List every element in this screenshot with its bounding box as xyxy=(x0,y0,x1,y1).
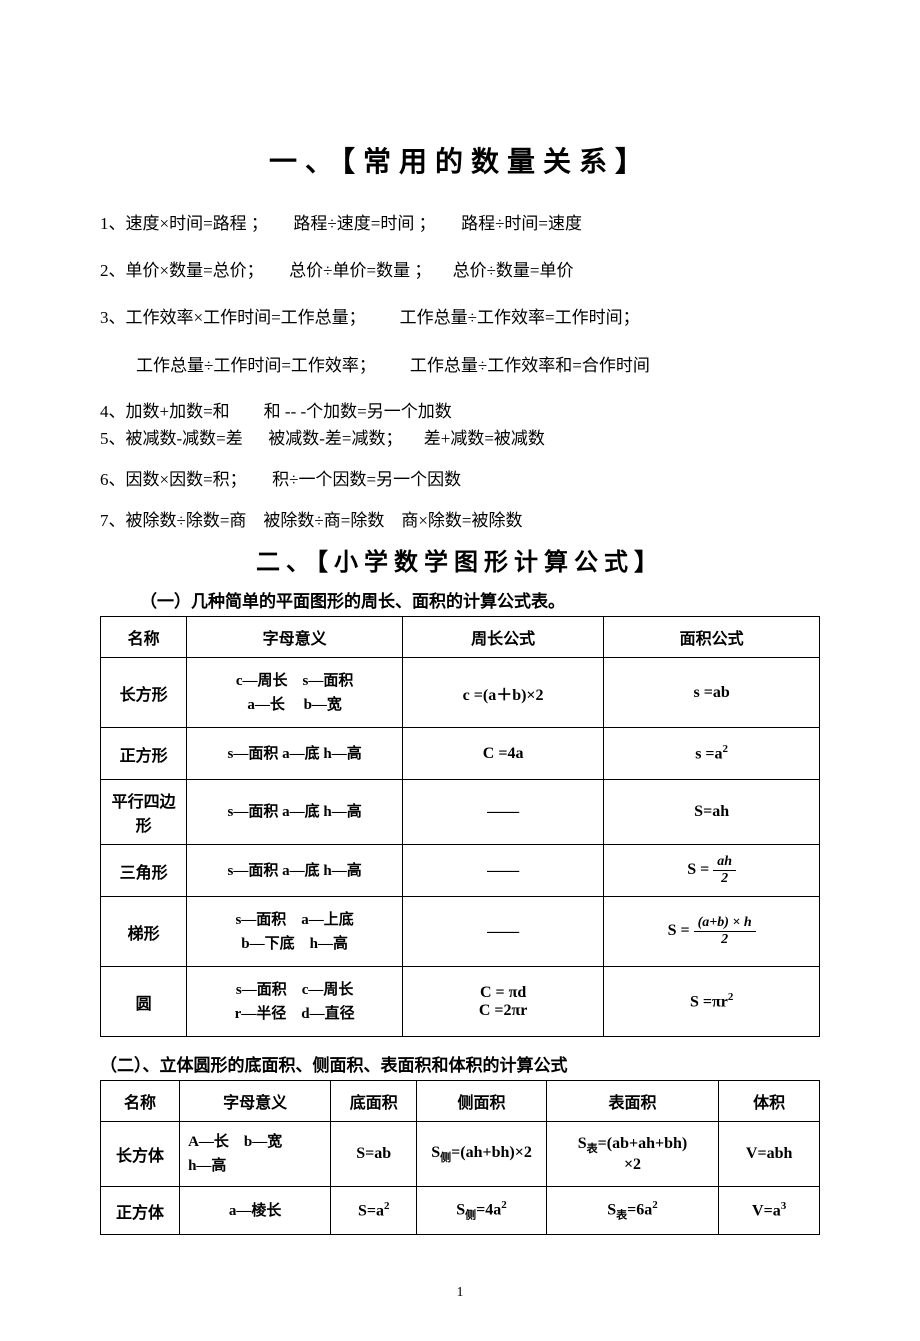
table-row: 圆 s—面积 c—周长 r—半径 d—直径 C = πd C =2πr S =π… xyxy=(101,967,820,1037)
shape-area: s =a2 xyxy=(604,728,820,780)
shape-name: 平行四边形 xyxy=(101,780,187,845)
surface-area: S表=6a2 xyxy=(546,1187,719,1235)
solid-shapes-table: 名称 字母意义 底面积 侧面积 表面积 体积 长方体 A—长 b—宽 h—高 S… xyxy=(100,1080,820,1235)
relation-line-1: 1、速度×时间=路程 ； 路程÷速度=时间 ； 路程÷时间=速度 xyxy=(100,210,820,237)
shape-name: 正方形 xyxy=(101,728,187,780)
relation-line-4: 4、加数+加数=和 和 -- -个加数=另一个加数 xyxy=(100,399,820,425)
shape-letters: s—面积 a—上底 b—下底 h—高 xyxy=(187,897,403,967)
shape-perimeter: —— xyxy=(402,897,603,967)
table-header-row: 名称 字母意义 周长公式 面积公式 xyxy=(101,617,820,658)
area-prefix: S = xyxy=(687,861,713,878)
col-side: 侧面积 xyxy=(417,1081,546,1122)
shape-area: S = (a+b) × h 2 xyxy=(604,897,820,967)
table-row: 正方形 s—面积 a—底 h—高 C =4a s =a2 xyxy=(101,728,820,780)
volume: V=a3 xyxy=(719,1187,820,1235)
table-header-row: 名称 字母意义 底面积 侧面积 表面积 体积 xyxy=(101,1081,820,1122)
relation-line-5: 5、被减数-减数=差 被减数-差=减数； 差+减数=被减数 xyxy=(100,426,820,452)
col-base: 底面积 xyxy=(331,1081,417,1122)
base-area: S=a2 xyxy=(331,1187,417,1235)
shape-name: 正方体 xyxy=(101,1187,180,1235)
relation-line-7: 7、被除数÷除数=商 被除数÷商=除数 商×除数=被除数 xyxy=(100,507,820,534)
numerator: ah xyxy=(713,854,736,871)
shape-perimeter: —— xyxy=(402,845,603,897)
col-letters: 字母意义 xyxy=(180,1081,331,1122)
side-area: S侧=4a2 xyxy=(417,1187,546,1235)
denominator: 2 xyxy=(713,871,736,887)
col-name: 名称 xyxy=(101,617,187,658)
side-area: S侧=(ah+bh)×2 xyxy=(417,1122,546,1187)
shape-area: s =ab xyxy=(604,658,820,728)
shape-name: 长方体 xyxy=(101,1122,180,1187)
shape-letters: s—面积 a—底 h—高 xyxy=(187,780,403,845)
shape-area: S = ah 2 xyxy=(604,845,820,897)
table-row: 长方体 A—长 b—宽 h—高 S=ab S侧=(ah+bh)×2 S表=(ab… xyxy=(101,1122,820,1187)
col-volume: 体积 xyxy=(719,1081,820,1122)
col-letters: 字母意义 xyxy=(187,617,403,658)
col-area: 面积公式 xyxy=(604,617,820,658)
fraction: (a+b) × h 2 xyxy=(694,915,756,948)
section-1-label: （一）几种简单的平面图形的周长、面积的计算公式表。 xyxy=(100,587,820,612)
surface-area: S表=(ab+ah+bh) ×2 xyxy=(546,1122,719,1187)
table-row: 平行四边形 s—面积 a—底 h—高 —— S=ah xyxy=(101,780,820,845)
relation-line-3: 3、工作效率×工作时间=工作总量； 工作总量÷工作效率=工作时间； xyxy=(100,304,820,331)
relation-line-2: 2、单价×数量=总价； 总价÷单价=数量 ； 总价÷数量=单价 xyxy=(100,257,820,284)
table-row: 正方体 a—棱长 S=a2 S侧=4a2 S表=6a2 V=a3 xyxy=(101,1187,820,1235)
shape-perimeter: c =(a＋b)×2 xyxy=(402,658,603,728)
table-row: 梯形 s—面积 a—上底 b—下底 h—高 —— S = (a+b) × h 2 xyxy=(101,897,820,967)
numerator: (a+b) × h xyxy=(694,915,756,932)
shape-letters: s—面积 c—周长 r—半径 d—直径 xyxy=(187,967,403,1037)
shape-perimeter: C =4a xyxy=(402,728,603,780)
base-area: S=ab xyxy=(331,1122,417,1187)
page-number: 1 xyxy=(100,1285,820,1301)
fraction: ah 2 xyxy=(713,854,736,887)
volume: V=abh xyxy=(719,1122,820,1187)
shape-letters: A—长 b—宽 h—高 xyxy=(180,1122,331,1187)
shape-letters: c—周长 s—面积 a—长 b—宽 xyxy=(187,658,403,728)
shape-perimeter: C = πd C =2πr xyxy=(402,967,603,1037)
shape-area: S=ah xyxy=(604,780,820,845)
section-2-label: （二）、立体圆形的底面积、侧面积、表面积和体积的计算公式 xyxy=(100,1051,820,1076)
col-surface: 表面积 xyxy=(546,1081,719,1122)
shape-name: 梯形 xyxy=(101,897,187,967)
shape-area: S =πr2 xyxy=(604,967,820,1037)
relation-line-3b: 工作总量÷工作时间=工作效率； 工作总量÷工作效率和=合作时间 xyxy=(100,352,820,379)
shape-name: 圆 xyxy=(101,967,187,1037)
denominator: 2 xyxy=(694,932,756,948)
table-row: 长方形 c—周长 s—面积 a—长 b—宽 c =(a＋b)×2 s =ab xyxy=(101,658,820,728)
shape-perimeter: —— xyxy=(402,780,603,845)
area-prefix: S = xyxy=(668,922,694,939)
plane-shapes-table: 名称 字母意义 周长公式 面积公式 长方形 c—周长 s—面积 a—长 b—宽 … xyxy=(100,616,820,1037)
shape-letters: s—面积 a—底 h—高 xyxy=(187,728,403,780)
table-row: 三角形 s—面积 a—底 h—高 —— S = ah 2 xyxy=(101,845,820,897)
section-2-title: 二、【小学数学图形计算公式】 xyxy=(100,542,820,577)
shape-name: 三角形 xyxy=(101,845,187,897)
col-name: 名称 xyxy=(101,1081,180,1122)
shape-letters: a—棱长 xyxy=(180,1187,331,1235)
shape-letters: s—面积 a—底 h—高 xyxy=(187,845,403,897)
relation-line-6: 6、因数×因数=积； 积÷一个因数=另一个因数 xyxy=(100,466,820,493)
shape-name: 长方形 xyxy=(101,658,187,728)
col-perimeter: 周长公式 xyxy=(402,617,603,658)
main-title: 一、【常用的数量关系】 xyxy=(100,140,820,180)
